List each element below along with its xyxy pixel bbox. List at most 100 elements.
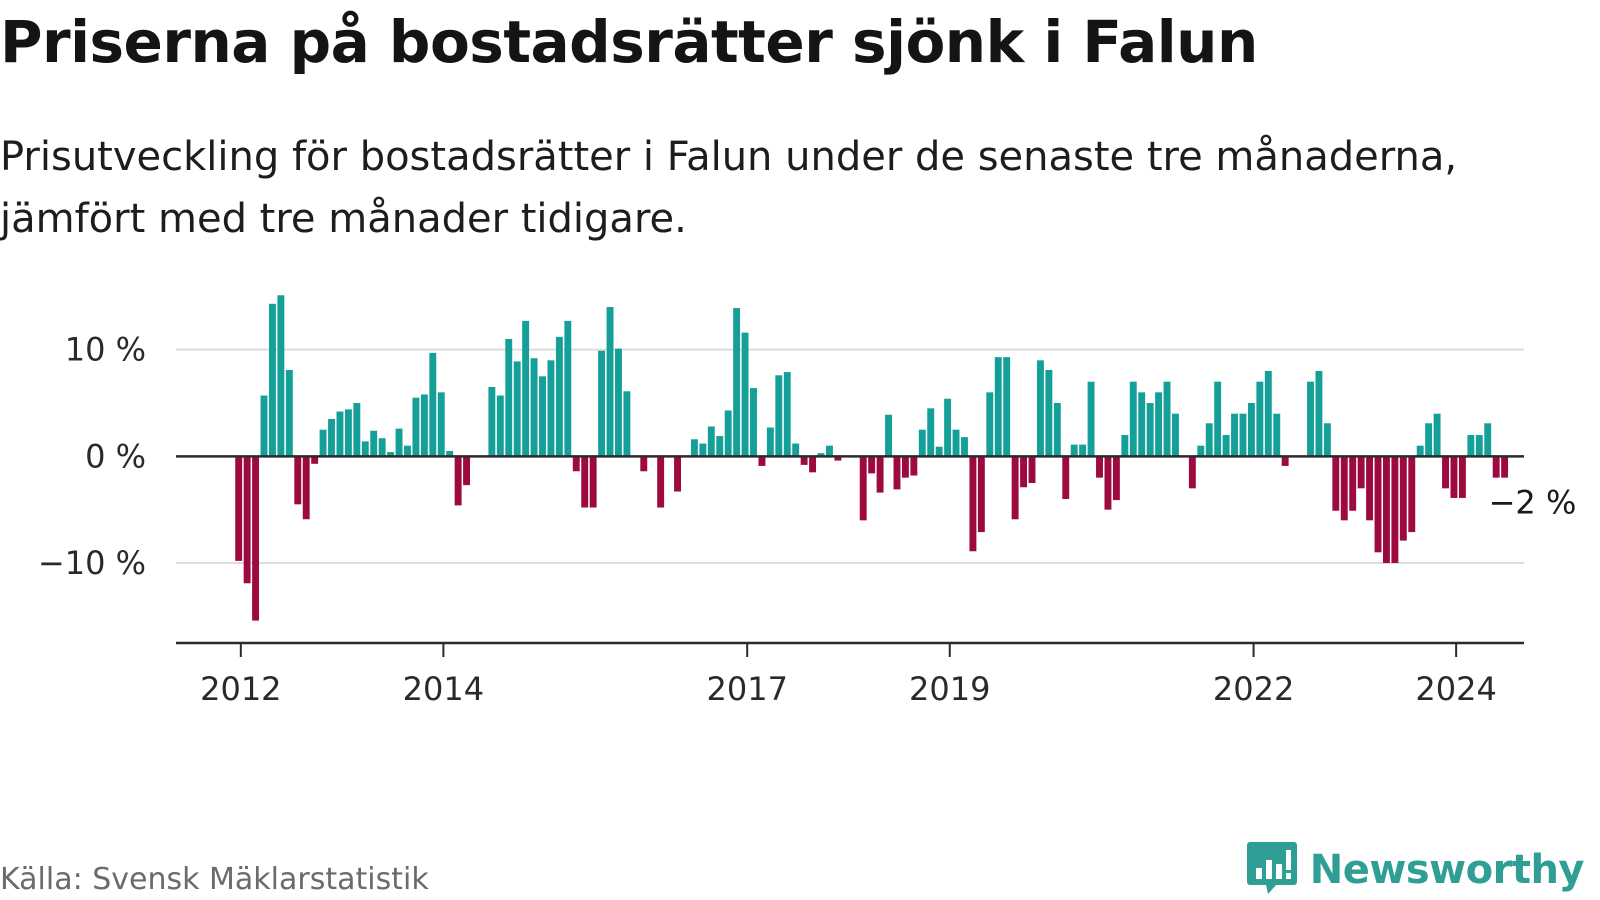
- bar: [1307, 381, 1314, 457]
- bar: [1003, 357, 1011, 457]
- bar: [268, 303, 276, 457]
- bar: [690, 439, 698, 457]
- y-tick-label: −10 %: [38, 544, 146, 582]
- grid-lines: [176, 348, 1524, 564]
- bar: [1045, 369, 1053, 457]
- bar: [598, 350, 606, 457]
- bar: [1222, 435, 1230, 457]
- bar: [733, 308, 741, 457]
- x-tick-label: 2017: [706, 670, 787, 708]
- newsworthy-logo-icon: [1246, 840, 1298, 900]
- bar: [961, 437, 968, 457]
- bar: [640, 456, 648, 472]
- bar: [277, 295, 285, 457]
- bar: [1332, 456, 1340, 511]
- bar: [1458, 456, 1466, 498]
- y-tick-label: 0 %: [85, 437, 146, 475]
- bar: [420, 394, 428, 457]
- x-tick-label: 2014: [403, 670, 484, 708]
- bar: [994, 357, 1002, 457]
- bar: [1121, 435, 1129, 457]
- bar: [437, 392, 445, 457]
- bar: [387, 452, 395, 457]
- bar: [1408, 456, 1416, 533]
- chart-subtitle: Prisutveckling för bostadsrätter i Falun…: [0, 134, 1458, 242]
- bar: [1112, 456, 1120, 501]
- bar: [1247, 403, 1255, 457]
- x-tick-label: 2012: [200, 670, 281, 708]
- bar: [1011, 456, 1019, 520]
- bar: [885, 414, 892, 457]
- bar: [1492, 456, 1500, 478]
- bar: [809, 456, 817, 473]
- bar: [758, 456, 766, 466]
- bar: [800, 456, 808, 465]
- bar: [986, 392, 994, 457]
- bar: [429, 352, 437, 457]
- bar: [1138, 392, 1146, 457]
- bar: [463, 456, 471, 486]
- bar: [294, 456, 302, 505]
- bar: [657, 456, 665, 508]
- brand: Newsworthy: [1246, 840, 1585, 900]
- bar: [766, 427, 774, 457]
- bar: [952, 429, 960, 457]
- bar: [1239, 413, 1247, 457]
- bar: [969, 456, 977, 552]
- bar: [488, 387, 496, 457]
- bar: [868, 456, 876, 474]
- bar: [1340, 456, 1348, 521]
- bar: [1129, 381, 1137, 457]
- bar: [285, 369, 293, 457]
- bars: [235, 295, 1509, 621]
- x-axis: 2012 2014 2017 2019 2022 2024: [176, 641, 1524, 708]
- x-tick-label: 2024: [1415, 670, 1496, 708]
- last-value-label: −2 %: [1489, 484, 1577, 522]
- bar: [1146, 403, 1154, 457]
- bar: [1155, 392, 1163, 457]
- bar: [893, 456, 901, 490]
- bar: [370, 430, 378, 457]
- bar: [1357, 456, 1365, 489]
- bar: [1467, 435, 1475, 457]
- bar: [859, 456, 867, 521]
- bar: [1062, 456, 1070, 499]
- bar: [741, 332, 749, 457]
- bar: [623, 391, 631, 457]
- bar: [344, 409, 352, 457]
- bar: [1425, 423, 1433, 457]
- bar: [1281, 456, 1289, 466]
- bar: [1028, 456, 1036, 483]
- bar: [1087, 381, 1095, 457]
- bar: [1349, 456, 1357, 511]
- bar: [674, 456, 681, 492]
- bar: [555, 336, 563, 457]
- bar: [1205, 423, 1213, 457]
- bar: [1096, 456, 1103, 478]
- bar: [775, 375, 783, 457]
- bar: [825, 445, 833, 457]
- bar: [547, 360, 555, 457]
- bar: [944, 398, 952, 457]
- bar: [724, 410, 732, 457]
- bar: [792, 443, 800, 457]
- bar: [615, 348, 622, 457]
- bar: [1416, 445, 1424, 457]
- source-note: Källa: Svensk Mäklarstatistik: [0, 862, 429, 897]
- bar: [539, 376, 546, 457]
- bar: [918, 429, 926, 457]
- bar: [1053, 403, 1061, 457]
- bar: [454, 456, 462, 506]
- bar: [977, 456, 985, 533]
- bar: [1399, 456, 1407, 541]
- bar: [1433, 413, 1441, 457]
- bar: [1501, 456, 1509, 478]
- bar: [935, 446, 943, 457]
- bar: [1315, 371, 1323, 457]
- bar: [252, 456, 260, 621]
- bar: [1382, 456, 1390, 563]
- bar: [1475, 435, 1483, 457]
- bar: [606, 307, 614, 457]
- bar: [505, 339, 513, 457]
- bar: [1036, 360, 1044, 457]
